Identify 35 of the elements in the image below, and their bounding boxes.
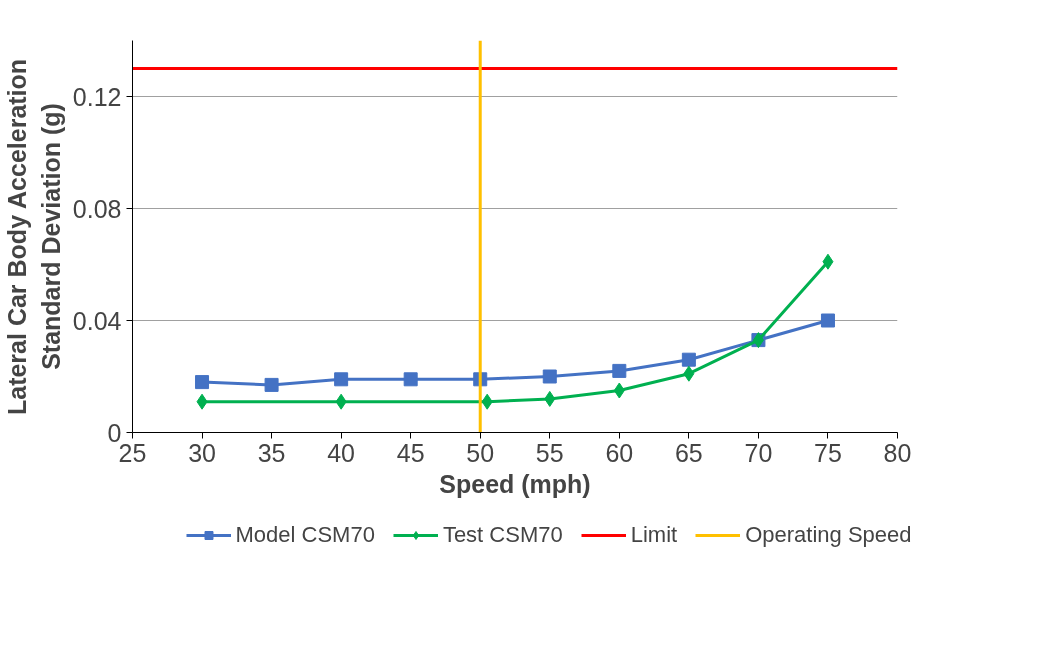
x-tick-label: 80 (883, 438, 912, 467)
x-tick-label: 60 (605, 438, 634, 467)
x-tick-label: 75 (814, 438, 842, 467)
x-tick-label: 50 (466, 438, 495, 467)
x-axis-title: Speed (mph) (439, 469, 591, 498)
x-tick-label: 30 (188, 438, 216, 467)
point (681, 352, 696, 367)
y-tick-label: 0.08 (72, 194, 122, 223)
point (613, 382, 625, 399)
y-tick-label: 0.04 (72, 306, 122, 335)
point (334, 372, 349, 387)
y-axis-title: Lateral Car Body Acceleration Standard Deviation (g) (3, 58, 65, 416)
point (481, 393, 493, 410)
x-tick-label: 55 (535, 438, 564, 467)
point (403, 372, 418, 387)
x-tick-label: 40 (327, 438, 356, 467)
point (542, 369, 557, 384)
x-tick-label: 65 (674, 438, 703, 467)
legend-label: Model CSM70 (235, 522, 375, 548)
point (820, 313, 835, 328)
y-tick-label: 0.12 (72, 82, 122, 111)
legend-label: Operating Speed (745, 522, 912, 548)
point (195, 375, 210, 390)
point (196, 393, 208, 410)
legend-label: Limit (630, 522, 678, 548)
legend-label: Test CSM70 (442, 522, 563, 548)
point (683, 365, 695, 382)
x-tick-label: 45 (396, 438, 425, 467)
point (335, 393, 347, 410)
x-tick-label: 70 (744, 438, 773, 467)
point (612, 363, 627, 378)
point (822, 253, 834, 270)
x-tick-label: 35 (257, 438, 286, 467)
point (544, 390, 556, 407)
point (264, 377, 279, 392)
